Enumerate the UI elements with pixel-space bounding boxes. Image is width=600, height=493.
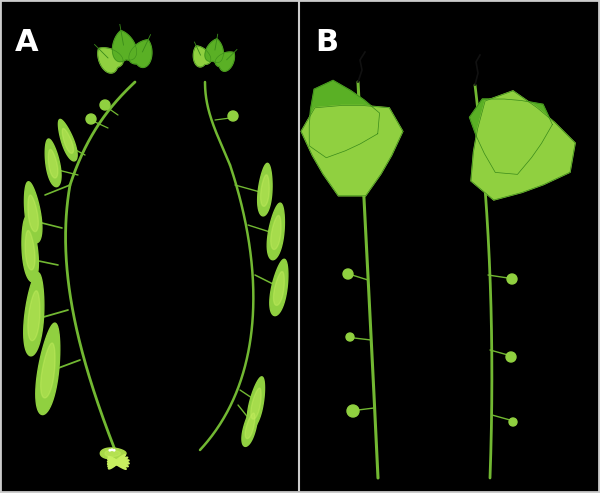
Circle shape	[111, 449, 113, 451]
Polygon shape	[28, 195, 38, 232]
Text: A: A	[15, 28, 38, 57]
Circle shape	[347, 405, 359, 417]
Polygon shape	[247, 377, 265, 428]
Polygon shape	[25, 231, 35, 270]
Polygon shape	[62, 129, 73, 153]
Circle shape	[113, 450, 115, 451]
Polygon shape	[45, 139, 61, 187]
Polygon shape	[108, 458, 128, 467]
Polygon shape	[108, 457, 128, 467]
Polygon shape	[271, 215, 281, 249]
Polygon shape	[215, 52, 235, 71]
Polygon shape	[257, 163, 272, 216]
Polygon shape	[112, 461, 124, 464]
Polygon shape	[309, 80, 380, 158]
Polygon shape	[205, 39, 223, 63]
Polygon shape	[107, 460, 129, 464]
Polygon shape	[274, 272, 284, 305]
Circle shape	[346, 333, 354, 341]
Polygon shape	[112, 460, 124, 465]
Polygon shape	[100, 448, 126, 459]
Polygon shape	[245, 413, 255, 439]
Polygon shape	[22, 216, 38, 282]
Polygon shape	[193, 46, 211, 67]
Polygon shape	[105, 450, 121, 457]
Polygon shape	[108, 457, 126, 469]
Polygon shape	[470, 99, 553, 175]
Polygon shape	[270, 259, 288, 316]
Polygon shape	[112, 458, 122, 466]
Polygon shape	[109, 455, 125, 469]
Polygon shape	[251, 388, 261, 419]
Polygon shape	[267, 203, 284, 260]
Polygon shape	[112, 459, 122, 466]
Polygon shape	[49, 149, 58, 178]
Polygon shape	[25, 182, 42, 243]
Polygon shape	[242, 404, 258, 446]
Polygon shape	[112, 459, 124, 465]
Circle shape	[507, 274, 517, 284]
Polygon shape	[41, 343, 55, 398]
Text: B: B	[315, 28, 338, 57]
Polygon shape	[58, 119, 77, 161]
Polygon shape	[112, 461, 124, 463]
Polygon shape	[28, 291, 40, 341]
Polygon shape	[129, 40, 152, 68]
Polygon shape	[471, 91, 575, 200]
Polygon shape	[36, 323, 60, 415]
Circle shape	[506, 352, 516, 362]
Polygon shape	[112, 31, 137, 62]
Circle shape	[86, 114, 96, 124]
Polygon shape	[301, 106, 403, 196]
Polygon shape	[24, 273, 44, 356]
Circle shape	[109, 450, 110, 451]
Circle shape	[343, 269, 353, 279]
Polygon shape	[107, 460, 129, 465]
Polygon shape	[260, 175, 269, 207]
Polygon shape	[98, 48, 123, 73]
Circle shape	[228, 111, 238, 121]
Circle shape	[509, 418, 517, 426]
Circle shape	[100, 100, 110, 110]
